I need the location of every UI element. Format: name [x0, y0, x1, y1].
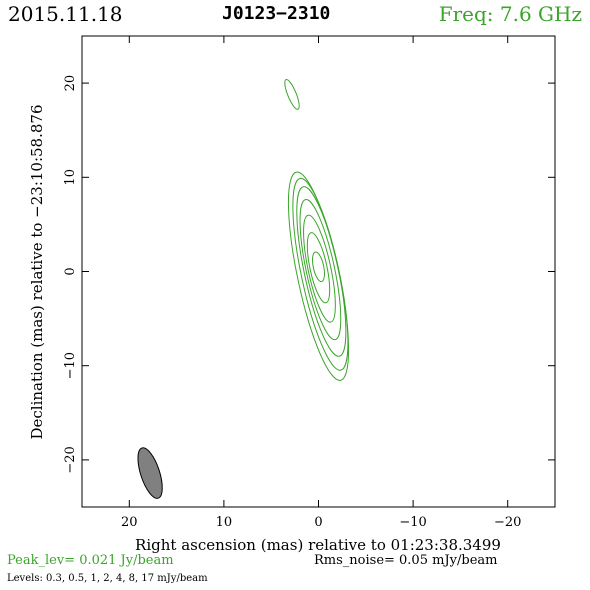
peak-level: Peak_lev= 0.021 Jy/beam: [7, 553, 174, 568]
x-tick-label: 10: [216, 515, 233, 530]
beam-ellipse: [137, 447, 163, 499]
contour-group: [284, 78, 350, 381]
contour-line: [306, 232, 331, 304]
contour-line: [284, 78, 300, 110]
x-tick-label: 0: [314, 515, 322, 530]
x-tick-label: −10: [399, 515, 426, 530]
y-tick-label: −10: [63, 352, 78, 379]
y-axis-label: Declination (mas) relative to −23:10:58.…: [28, 104, 46, 439]
contour-line: [287, 171, 350, 381]
axis-ticks: 20 10 0 −10 −20 20 10 0 −10 −20: [63, 36, 555, 530]
beam-group: [137, 447, 163, 499]
contour-line: [296, 186, 347, 357]
x-axis-label: Right ascension (mas) relative to 01:23:…: [135, 536, 501, 554]
contour-line: [303, 214, 336, 323]
contour-levels: Levels: 0.3, 0.5, 1, 2, 4, 8, 17 mJy/bea…: [7, 573, 208, 584]
y-tick-label: −20: [63, 446, 78, 473]
x-tick-label: −20: [494, 515, 521, 530]
rms-noise: Rms_noise= 0.05 mJy/beam: [314, 553, 498, 568]
plot-frame: [81, 35, 556, 508]
contour-line: [299, 199, 342, 341]
y-tick-label: 0: [63, 267, 78, 275]
y-tick-label: 20: [63, 75, 78, 92]
x-tick-label: 20: [121, 515, 138, 530]
contour-line: [292, 177, 349, 371]
contour-line: [312, 251, 325, 283]
frequency-label: Freq: 7.6 GHz: [438, 2, 582, 26]
date-label: 2015.11.18: [8, 2, 123, 26]
source-name: J0123−2310: [222, 3, 331, 24]
y-tick-label: 10: [63, 169, 78, 186]
